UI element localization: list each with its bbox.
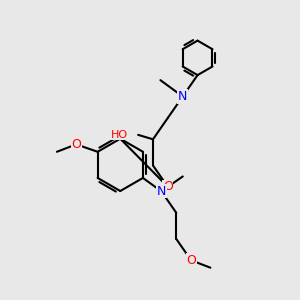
Text: N: N: [178, 90, 188, 103]
Text: HO: HO: [111, 130, 128, 140]
Text: O: O: [71, 138, 81, 151]
Text: N: N: [157, 185, 166, 198]
Text: O: O: [163, 180, 173, 194]
Text: O: O: [186, 254, 196, 267]
